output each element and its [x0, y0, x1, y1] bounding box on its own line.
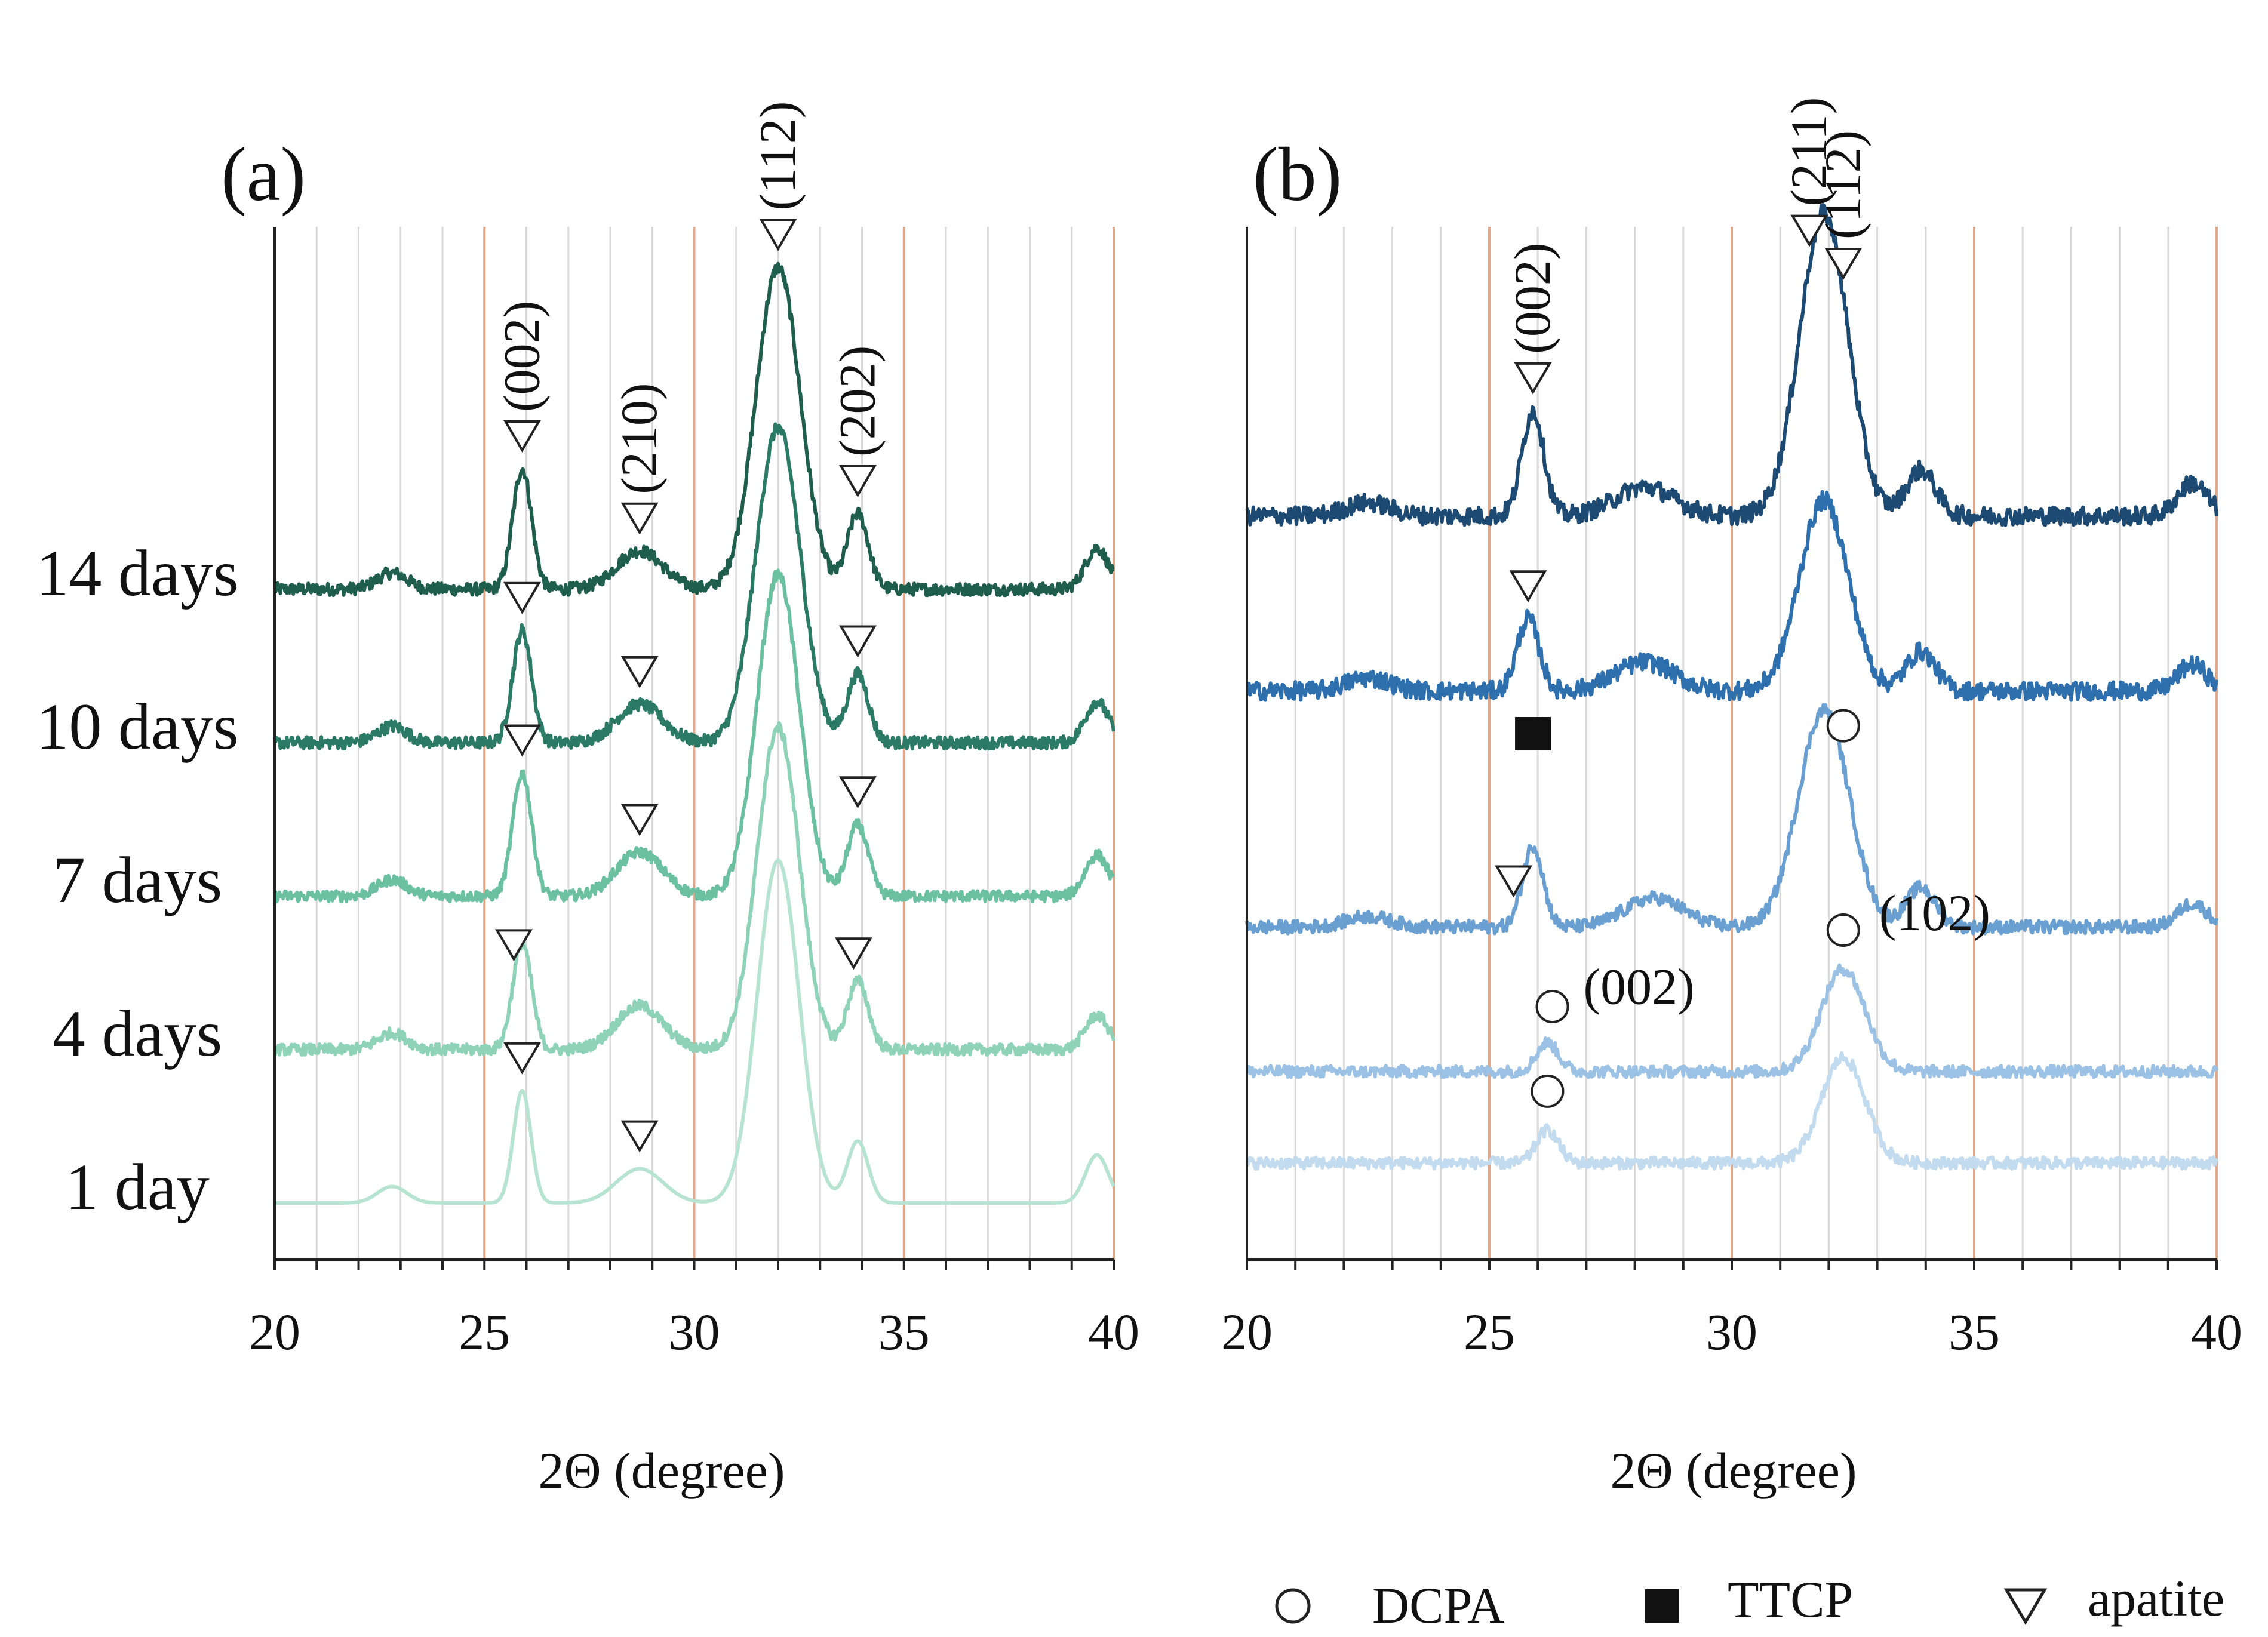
apatite-triangle-marker: [1824, 247, 1863, 280]
legend-apatite-triangle-icon: [2003, 1588, 2048, 1625]
panel-b-x-axis: 20 25 30 35 40: [1221, 227, 2242, 1361]
x-tick-label: 35: [1949, 1303, 2000, 1361]
series-line: [1245, 203, 2218, 527]
miller-index-label: (202): [828, 346, 886, 457]
apatite-triangle-marker: [620, 656, 659, 688]
panel-b-markers: [1495, 214, 1863, 1108]
series-line: [1245, 1051, 2218, 1171]
series-line: [1246, 963, 2218, 1079]
series-line: [273, 721, 1115, 1057]
miller-index-label: (102): [1879, 884, 1990, 941]
apatite-triangle-marker: [1514, 362, 1552, 395]
series-line: [273, 858, 1115, 1205]
panel-b-x-axis-title: 2Θ (degree): [1610, 1442, 1857, 1499]
x-tick-label: 30: [669, 1303, 720, 1361]
x-tick-label: 35: [878, 1303, 930, 1361]
legend: DCPA TTCP apatite: [1275, 1570, 2224, 1634]
panel-b-series: [1245, 203, 2218, 1171]
series-line: [1245, 703, 2218, 936]
legend-ttcp-label: TTCP: [1728, 1571, 1853, 1628]
panel-a-annotations: (002) (210) (112) (202): [493, 101, 886, 494]
panel-a-label: (a): [221, 132, 306, 217]
series-line: [273, 568, 1115, 903]
apatite-triangle-marker: [494, 929, 533, 962]
x-tick-label: 40: [1088, 1303, 1139, 1361]
x-tick-label: 25: [1464, 1303, 1515, 1361]
day-label: 1 day: [65, 1150, 209, 1223]
apatite-triangle-marker: [503, 1042, 541, 1075]
apatite-triangle-marker: [503, 581, 541, 614]
day-label: 7 days: [53, 844, 222, 916]
series-line: [273, 422, 1115, 751]
miller-index-label: (211): [1780, 97, 1837, 207]
miller-index-label: (210): [610, 383, 668, 494]
apatite-triangle-marker: [1790, 214, 1828, 247]
legend-ttcp-square-icon: [1645, 1589, 1679, 1623]
apatite-triangle-marker: [620, 804, 659, 836]
day-label: 10 days: [36, 690, 238, 763]
x-tick-label: 25: [459, 1303, 510, 1361]
apatite-triangle-marker: [620, 502, 659, 535]
apatite-triangle-marker: [503, 724, 541, 757]
apatite-triangle-marker: [834, 937, 872, 970]
legend-dcpa-label: DCPA: [1372, 1577, 1505, 1634]
day-label: 4 days: [53, 997, 222, 1070]
dcpa-circle-marker: [1826, 913, 1860, 947]
panel-a-markers: [494, 219, 877, 1153]
legend-dcpa-circle-icon: [1275, 1588, 1311, 1624]
miller-index-label: (112): [749, 101, 806, 211]
ttcp-square-marker: [1515, 717, 1551, 751]
legend-apatite-label: apatite: [2088, 1570, 2224, 1627]
dcpa-circle-marker: [1531, 1074, 1565, 1108]
apatite-triangle-marker: [759, 219, 797, 251]
panel-a-x-axis-title: 2Θ (degree): [538, 1442, 785, 1499]
panel-a-series: [273, 261, 1115, 1205]
miller-index-label: (112): [1814, 130, 1871, 239]
panel-b-annotations: (002) (211)(112) (002) (102): [1504, 97, 1990, 1016]
miller-index-label: (002): [1504, 243, 1561, 354]
apatite-triangle-marker: [620, 1120, 659, 1153]
dcpa-circle-marker: [1535, 990, 1569, 1024]
x-tick-label: 30: [1706, 1303, 1757, 1361]
panel-b-chart: (002) (211)(112) (002) (102) 20 25 30 35 40 (b)…: [1221, 97, 2242, 1499]
apatite-triangle-marker: [838, 776, 877, 809]
apatite-triangle-marker: [503, 420, 541, 453]
series-line: [1246, 490, 2218, 702]
panel-a-chart: (002)(210)(112)(202) 20 25 30 35 40 14 days1…: [36, 101, 1139, 1499]
miller-index-label: (002): [493, 301, 550, 412]
day-label: 14 days: [36, 537, 238, 610]
apatite-triangle-marker: [1509, 570, 1547, 603]
dcpa-circle-marker: [1826, 709, 1860, 743]
panel-a-day-labels: 14 days 10 days 7 days 4 days 1 day: [36, 537, 238, 1223]
series-line: [273, 261, 1115, 598]
apatite-triangle-marker: [838, 625, 877, 658]
x-tick-label: 20: [249, 1303, 300, 1361]
panel-a-x-axis: 20 25 30 35 40: [249, 227, 1139, 1361]
panel-b-label: (b): [1253, 132, 1342, 217]
miller-index-label: (002): [1583, 958, 1694, 1015]
x-tick-label: 20: [1221, 1303, 1273, 1361]
x-tick-label: 40: [2191, 1303, 2242, 1361]
panel-b-gridlines: [1294, 227, 2218, 1260]
apatite-triangle-marker: [1495, 865, 1533, 898]
apatite-triangle-marker: [838, 465, 877, 497]
